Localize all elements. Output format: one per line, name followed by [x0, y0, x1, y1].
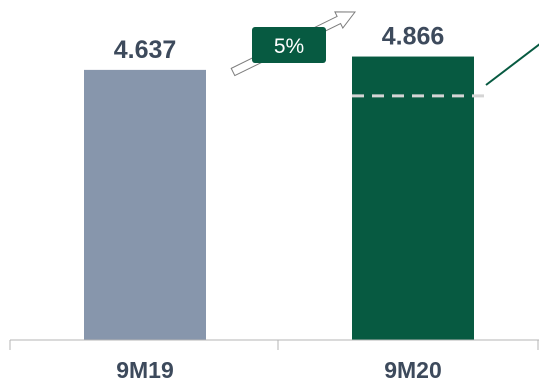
growth-badge	[252, 27, 326, 63]
trend-line	[485, 43, 539, 86]
bar-9M19	[84, 69, 206, 341]
value-label-9M19: 4.637	[114, 36, 177, 64]
growth-label: 5%	[274, 35, 304, 58]
x-tick-label-9M20: 9M20	[384, 357, 442, 383]
value-label-9M20: 4.866	[382, 23, 445, 51]
bar-9M20	[352, 56, 474, 340]
x-tick-label-9M19: 9M19	[116, 357, 174, 383]
